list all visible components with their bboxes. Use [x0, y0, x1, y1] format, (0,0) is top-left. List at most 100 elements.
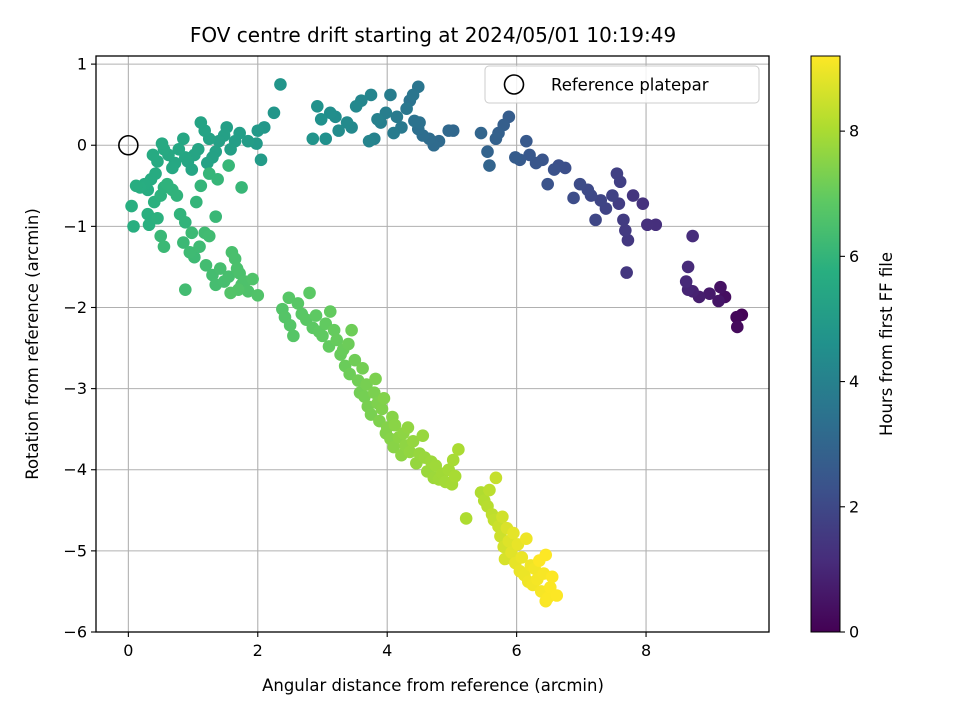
- data-point: [330, 333, 344, 347]
- data-point: [291, 297, 305, 310]
- data-point: [127, 220, 140, 233]
- data-point: [539, 548, 553, 562]
- data-point: [474, 126, 488, 140]
- data-point: [323, 106, 337, 120]
- x-tick-label: 0: [123, 641, 133, 660]
- data-point: [348, 353, 362, 367]
- legend-box: [484, 65, 760, 104]
- data-point: [446, 453, 460, 467]
- data-point: [406, 435, 420, 448]
- data-point: [251, 289, 265, 302]
- data-point: [166, 161, 179, 175]
- data-point: [681, 260, 695, 274]
- data-point: [141, 207, 155, 221]
- legend-entry-reference: Reference platepar: [551, 76, 709, 95]
- data-point: [617, 213, 630, 227]
- colorbar-tick-label: 6: [849, 247, 859, 266]
- y-axis-label: Rotation from reference (arcmin): [23, 208, 42, 480]
- data-point: [364, 88, 378, 102]
- data-point: [228, 252, 242, 266]
- data-point: [703, 287, 716, 301]
- data-point: [547, 163, 561, 176]
- data-point: [345, 323, 358, 337]
- colorbar: 0 2 4 6 8 Hours from first FF file: [810, 55, 896, 642]
- data-point: [177, 236, 190, 249]
- data-point: [641, 218, 654, 232]
- data-point: [452, 443, 465, 456]
- colorbar-tick-label: 4: [849, 372, 859, 391]
- data-point: [283, 319, 297, 332]
- data-point: [157, 240, 171, 253]
- data-point: [481, 145, 494, 159]
- data-point: [246, 272, 259, 286]
- data-point: [190, 195, 203, 209]
- data-point: [408, 114, 421, 128]
- data-point: [360, 378, 373, 391]
- data-point: [340, 116, 354, 129]
- data-point: [610, 167, 624, 180]
- data-point: [146, 148, 160, 162]
- data-point: [213, 262, 227, 275]
- data-point: [377, 392, 391, 405]
- data-point: [358, 390, 371, 404]
- data-point: [222, 270, 235, 283]
- x-tick-label: 2: [253, 641, 263, 660]
- data-point: [183, 246, 197, 259]
- data-point: [282, 291, 296, 305]
- data-point: [550, 589, 564, 602]
- colorbar-gradient: [810, 55, 841, 633]
- data-point: [241, 134, 255, 148]
- data-point: [403, 445, 417, 459]
- data-point: [362, 134, 376, 148]
- data-point: [185, 226, 199, 240]
- data-point: [356, 362, 369, 375]
- data-point: [212, 134, 226, 148]
- data-point: [509, 151, 522, 164]
- data-point: [209, 210, 223, 223]
- data-point: [406, 88, 420, 102]
- data-point: [224, 142, 237, 156]
- x-tick-label: 6: [512, 641, 522, 660]
- data-point: [199, 259, 213, 272]
- data-point: [224, 286, 237, 300]
- data-point: [523, 148, 536, 162]
- legend: Reference platepar: [484, 65, 760, 104]
- data-point: [267, 106, 281, 120]
- y-tick-label: 0: [77, 136, 87, 155]
- chart-title: FOV centre drift starting at 2024/05/01 …: [190, 23, 676, 47]
- data-point: [235, 181, 248, 194]
- data-point: [194, 179, 208, 193]
- data-point: [303, 286, 316, 300]
- y-tick-label: −6: [63, 623, 87, 642]
- data-point: [620, 266, 633, 279]
- data-point: [125, 199, 138, 213]
- x-tick-label: 8: [641, 641, 651, 660]
- y-tick-label: −3: [63, 379, 87, 398]
- colorbar-tick-label: 8: [849, 122, 859, 141]
- scatter-points: [125, 78, 749, 608]
- data-point: [172, 142, 186, 156]
- data-point: [686, 229, 699, 243]
- data-point: [254, 153, 268, 167]
- data-point: [170, 189, 184, 202]
- data-point: [314, 112, 328, 126]
- data-point: [202, 229, 216, 243]
- data-point: [400, 102, 413, 116]
- data-point: [371, 112, 384, 126]
- y-tick-label: −1: [63, 217, 87, 236]
- reference-marker: [118, 134, 139, 156]
- data-point: [573, 177, 587, 191]
- data-point: [274, 78, 287, 91]
- data-point: [515, 551, 529, 564]
- data-point: [541, 177, 554, 191]
- data-point: [375, 402, 389, 416]
- data-point: [151, 211, 164, 225]
- data-point: [323, 305, 337, 318]
- data-point: [222, 159, 235, 172]
- y-axis: 1 0 −1 −2 −3 −4 −5 −6: [63, 55, 96, 642]
- data-point: [545, 570, 559, 584]
- data-point: [459, 512, 473, 525]
- data-point: [309, 309, 323, 322]
